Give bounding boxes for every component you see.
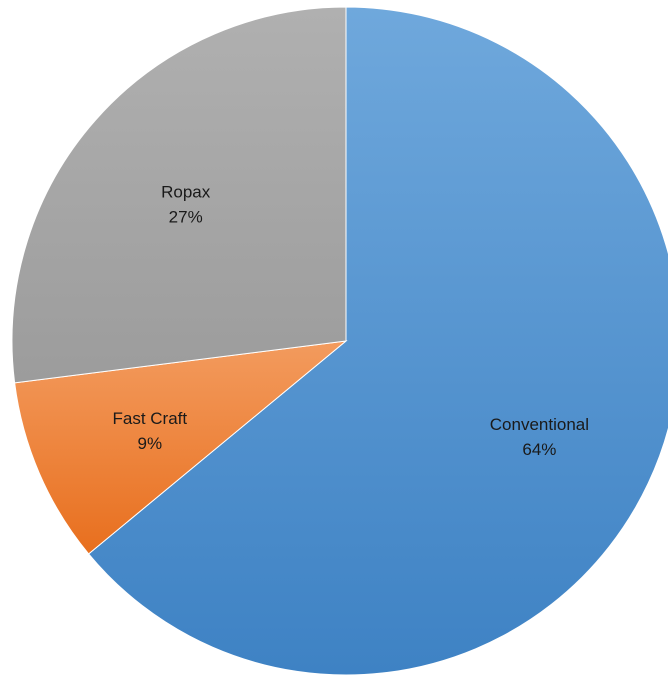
slice-label-conventional: Conventional: [490, 415, 589, 434]
pie-slice-ropax: [11, 6, 347, 384]
slice-label-ropax: Ropax: [161, 183, 211, 202]
slice-label-fast-craft: Fast Craft: [112, 409, 187, 428]
pie-labels: Conventional 64% Fast Craft 9% Ropax 27%: [112, 183, 589, 459]
slice-percent-conventional: 64%: [522, 440, 556, 459]
pie-slices: [11, 6, 668, 676]
pie-slice-fast-craft: [14, 340, 348, 555]
pie-slice-conventional: [87, 6, 668, 676]
slice-percent-ropax: 27%: [169, 208, 203, 227]
slice-percent-fast-craft: 9%: [138, 434, 163, 453]
